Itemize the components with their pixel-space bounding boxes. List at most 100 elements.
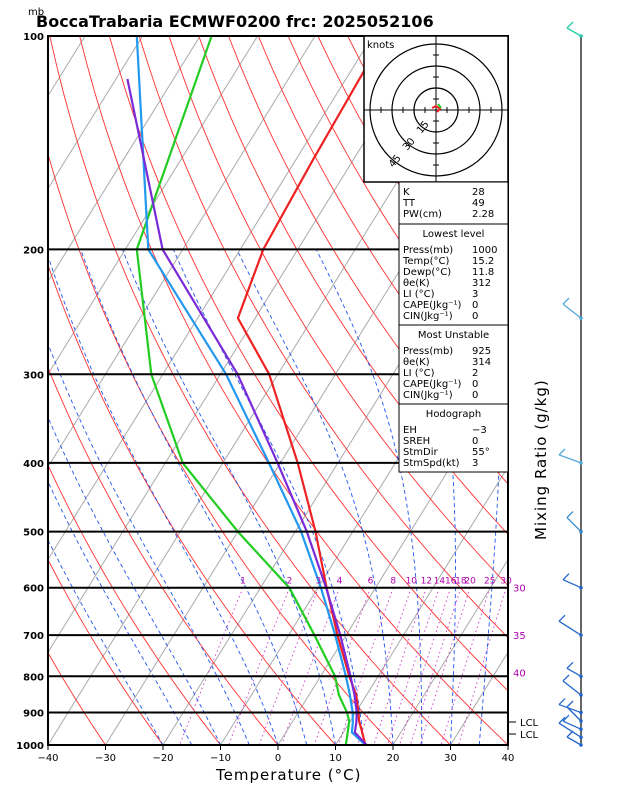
dry-adiabat-line <box>168 36 508 587</box>
index-label: EH <box>403 425 417 436</box>
index-value: 55° <box>472 447 490 458</box>
pressure-tick-label: 700 <box>23 631 44 642</box>
isotherm-line <box>48 36 259 375</box>
mixing-ratio-label: 25 <box>484 577 495 587</box>
dewpoint-profile <box>135 36 351 745</box>
index-value: 2.28 <box>472 209 494 220</box>
pressure-tick-label: 600 <box>23 584 44 595</box>
hodograph-indices-header: Hodograph <box>426 409 481 420</box>
moist-adiabat-line <box>48 539 164 745</box>
index-value: 925 <box>472 346 491 357</box>
lowest-level-header: Lowest level <box>423 229 485 240</box>
index-label: CIN(Jkg⁻¹) <box>403 311 453 322</box>
index-value: 15.2 <box>472 256 494 267</box>
index-label: StmSpd(kt) <box>403 458 460 469</box>
wind-barb-staff <box>558 620 582 636</box>
wind-barb-flag <box>558 716 566 724</box>
mixing-ratio-label: 2 <box>287 577 293 587</box>
wind-barb-staff <box>558 722 582 738</box>
index-label: CAPE(Jkg⁻¹) <box>403 379 461 390</box>
wind-barb-flag <box>566 511 574 519</box>
lcl-label: LCL <box>520 730 539 741</box>
pressure-tick-label: 500 <box>23 528 44 539</box>
index-label: StmDir <box>403 447 438 458</box>
index-value: 0 <box>472 390 478 401</box>
index-value: −3 <box>472 425 487 436</box>
moist-adiabat-line <box>48 416 221 745</box>
isotherm-line <box>392 558 508 745</box>
index-label: TT <box>402 198 416 209</box>
wind-barb-staff <box>562 579 582 589</box>
x-axis-label: Temperature (°C) <box>215 766 361 784</box>
temperature-profile <box>236 36 386 745</box>
dry-adiabat-line <box>138 36 508 639</box>
wind-barb-staff <box>566 706 582 722</box>
wind-barb-flag <box>562 714 570 722</box>
index-value: 11.8 <box>472 267 494 278</box>
dry-adiabat-line <box>79 36 508 745</box>
chart-title: BoccaTrabaria ECMWF0200 frc: 2025052106 <box>36 12 434 31</box>
wind-barb-staff <box>562 303 582 319</box>
mixing-ratio-label: 6 <box>368 577 374 587</box>
wind-barb-staff <box>558 454 582 464</box>
theta-e-label: 30 <box>513 584 526 595</box>
index-label: Temp(°C) <box>402 256 450 267</box>
dry-adiabat-line <box>48 464 221 745</box>
mixing-ratio-label: 4 <box>337 577 343 587</box>
wind-barb-staff <box>566 667 582 677</box>
dry-adiabat-line <box>48 152 394 745</box>
index-value: 3 <box>472 458 478 469</box>
x-tick-label: −30 <box>95 753 116 764</box>
x-tick-label: 0 <box>275 753 281 764</box>
dry-adiabat-line <box>556 36 618 745</box>
mixing-ratio-label: 8 <box>390 577 396 587</box>
x-tick-label: 30 <box>444 753 457 764</box>
virtual-temperature-profile <box>126 78 368 745</box>
mixing-ratio-label: 14 <box>434 577 446 587</box>
wind-barb-flag <box>562 573 570 581</box>
right-axis-label: Mixing Ratio (g/kg) <box>532 379 550 540</box>
pressure-tick-label: 800 <box>23 672 44 683</box>
wind-barb-flag <box>566 661 574 669</box>
pressure-tick-label: 100 <box>23 32 44 43</box>
index-label: LI (°C) <box>403 289 435 300</box>
theta-e-label: 35 <box>513 631 526 642</box>
pressure-tick-label: 400 <box>23 459 44 470</box>
index-box <box>398 181 509 225</box>
moist-adiabat-line <box>48 480 193 745</box>
wind-barb-flag <box>566 700 574 708</box>
mixing-ratio-line <box>399 587 452 745</box>
index-value: 3 <box>472 289 478 300</box>
wind-barb-flag <box>566 21 574 29</box>
wind-barb-staff <box>562 680 582 696</box>
wind-barb-flag <box>558 698 566 706</box>
wind-barb-flag <box>558 614 566 622</box>
mixing-ratio-label: 18 <box>455 577 467 587</box>
hodograph-unit: knots <box>367 40 394 51</box>
pressure-tick-label: 200 <box>23 245 44 256</box>
wind-barb-flag <box>566 730 574 738</box>
wind-barb-flag <box>562 674 570 682</box>
index-value: 2 <box>472 368 478 379</box>
isotherm-line <box>48 36 374 561</box>
moist-adiabat-line <box>236 249 394 745</box>
index-box <box>398 223 509 326</box>
x-tick-label: 20 <box>387 753 400 764</box>
index-value: 49 <box>472 198 485 209</box>
mixing-ratio-line <box>419 587 471 745</box>
mixing-ratio-label: 12 <box>421 577 432 587</box>
wind-barb-staff <box>566 27 582 37</box>
moist-adiabat-line <box>48 254 279 745</box>
x-tick-label: 10 <box>329 753 342 764</box>
wind-barb-staff <box>566 517 582 533</box>
theta-e-label: 40 <box>513 668 526 679</box>
dry-adiabat-line <box>48 263 336 745</box>
wind-barb-staff <box>562 720 582 730</box>
index-value: 0 <box>472 300 478 311</box>
isotherm-line <box>48 36 431 654</box>
mixing-ratio-label: 30 <box>500 577 512 587</box>
index-label: CIN(Jkg⁻¹) <box>403 390 453 401</box>
mixing-ratio-label: 20 <box>464 577 476 587</box>
dry-adiabat-line <box>48 651 106 745</box>
most-unstable-header: Most Unstable <box>418 330 489 341</box>
